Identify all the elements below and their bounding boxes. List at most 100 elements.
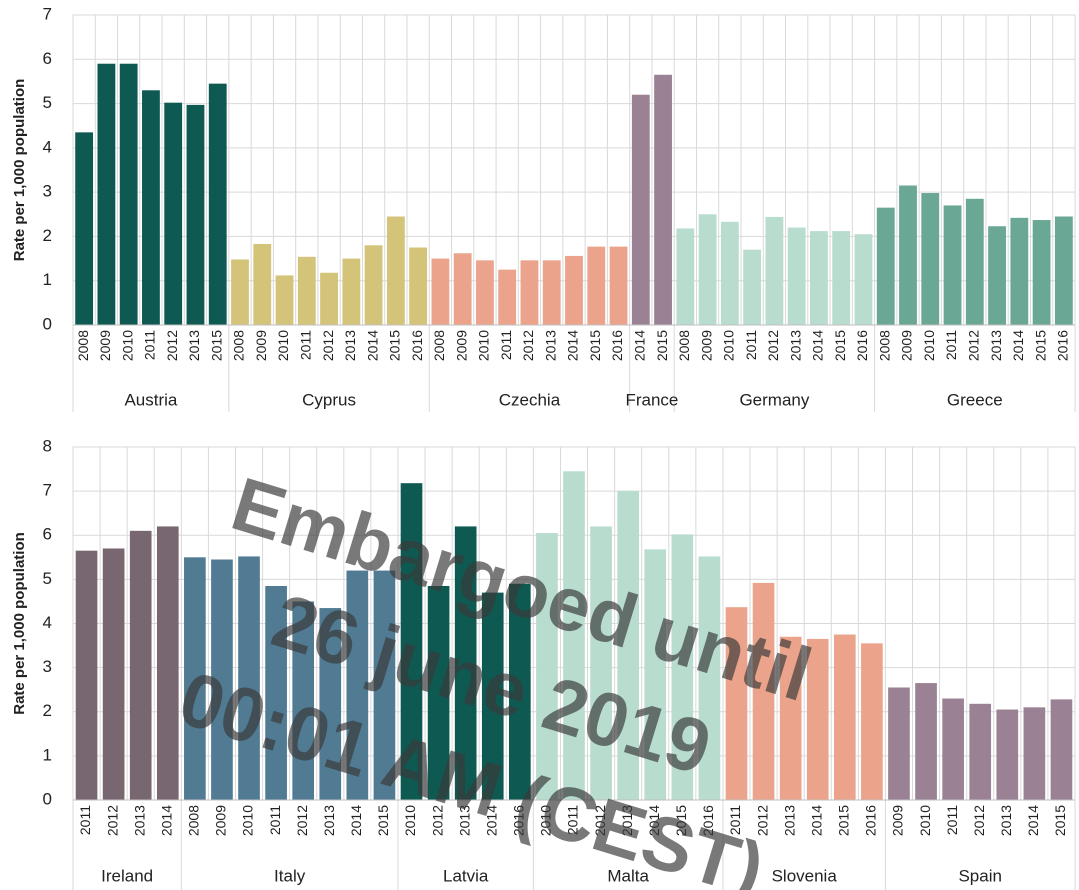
group-label: Latvia <box>443 866 489 885</box>
group-label: Cyprus <box>302 390 356 409</box>
bar <box>476 260 494 325</box>
x-tick-label: 2013 <box>619 805 635 836</box>
x-tick-label: 2010 <box>275 330 291 361</box>
x-tick-label: 2015 <box>587 330 603 361</box>
y-tick-label: 2 <box>43 226 52 245</box>
x-tick-label: 2013 <box>456 805 472 836</box>
group-label: Austria <box>124 390 177 409</box>
bar <box>720 221 739 325</box>
bar <box>725 607 748 800</box>
y-tick-label: 4 <box>43 613 52 632</box>
x-tick-label: 2016 <box>863 805 879 836</box>
x-tick-label: 2013 <box>542 330 558 361</box>
x-tick-label: 2011 <box>267 805 283 835</box>
x-tick-label: 2012 <box>754 805 770 836</box>
x-tick-label: 2016 <box>409 330 425 361</box>
y-tick-label: 0 <box>43 314 52 333</box>
x-tick-label: 2013 <box>998 805 1014 836</box>
bar <box>943 205 962 325</box>
bar <box>231 259 249 325</box>
x-tick-label: 2016 <box>1055 330 1071 361</box>
x-tick-label: 2014 <box>810 330 826 361</box>
bar <box>671 534 694 800</box>
bar <box>453 253 472 325</box>
x-tick-label: 2009 <box>890 805 906 836</box>
y-tick-label: 5 <box>43 569 52 588</box>
x-tick-label: 2015 <box>1052 805 1068 836</box>
x-tick-label: 2011 <box>565 805 581 835</box>
bar <box>942 698 964 800</box>
x-tick-label: 2010 <box>402 805 418 836</box>
bar <box>509 583 531 800</box>
bar <box>102 548 125 800</box>
bar <box>779 636 802 800</box>
bar <box>861 643 883 800</box>
bar <box>253 243 272 325</box>
x-tick-label: 2016 <box>609 330 625 361</box>
bar <box>965 198 984 325</box>
bar <box>164 102 183 325</box>
bar <box>1010 217 1029 325</box>
bar <box>698 214 717 325</box>
x-tick-label: 2008 <box>75 330 91 361</box>
bar <box>676 228 695 325</box>
x-tick-label: 2015 <box>208 330 224 361</box>
x-tick-label: 2011 <box>727 805 743 835</box>
bar <box>386 216 405 325</box>
x-tick-label: 2010 <box>721 330 737 361</box>
bar <box>743 249 762 325</box>
x-tick-label: 2013 <box>321 805 337 836</box>
bar <box>833 634 856 800</box>
bar <box>119 63 138 325</box>
x-tick-label: 2015 <box>1032 330 1048 361</box>
x-tick-label: 2012 <box>971 805 987 836</box>
x-tick-label: 2008 <box>431 330 447 361</box>
x-tick-label: 2012 <box>429 805 445 836</box>
bar <box>565 255 583 325</box>
bar <box>1050 699 1073 800</box>
x-tick-label: 2011 <box>943 330 959 360</box>
bar <box>320 272 338 325</box>
x-tick-label: 2015 <box>836 805 852 836</box>
x-tick-label: 2011 <box>498 330 514 360</box>
bar <box>698 556 721 800</box>
x-tick-label: 2008 <box>876 330 892 361</box>
x-tick-label: 2012 <box>765 330 781 361</box>
y-tick-label: 3 <box>43 182 52 201</box>
bar <box>1054 216 1073 325</box>
group-label: Ireland <box>101 866 153 885</box>
x-tick-label: 2016 <box>854 330 870 361</box>
y-axis-title: Rate per 1,000 population <box>11 79 28 262</box>
x-tick-label: 2009 <box>97 330 113 361</box>
x-tick-label: 2013 <box>342 330 358 361</box>
x-tick-label: 2012 <box>294 805 310 836</box>
x-tick-label: 2014 <box>632 330 648 361</box>
x-tick-label: 2015 <box>832 330 848 361</box>
bar <box>498 269 517 325</box>
group-label: Greece <box>947 390 1003 409</box>
y-tick-label: 2 <box>43 701 52 720</box>
bar <box>520 260 539 325</box>
bar <box>1023 707 1046 800</box>
bar <box>409 247 428 325</box>
bar <box>75 132 94 325</box>
bar <box>481 592 504 800</box>
x-tick-label: 2009 <box>899 330 915 361</box>
bar <box>211 559 233 800</box>
x-tick-label: 2016 <box>511 805 527 836</box>
bar <box>644 549 667 800</box>
bar <box>765 216 784 325</box>
bar <box>854 234 873 325</box>
bar <box>297 256 316 325</box>
x-tick-label: 2011 <box>142 330 158 360</box>
x-tick-label: 2014 <box>483 805 499 836</box>
bar <box>208 83 227 326</box>
group-label: Czechia <box>499 390 561 409</box>
bar <box>899 185 917 325</box>
bar <box>431 258 450 325</box>
bar <box>876 207 895 325</box>
x-tick-label: 2008 <box>186 805 202 836</box>
x-tick-label: 2014 <box>565 330 581 361</box>
y-tick-label: 3 <box>43 657 52 676</box>
x-tick-label: 2015 <box>387 330 403 361</box>
